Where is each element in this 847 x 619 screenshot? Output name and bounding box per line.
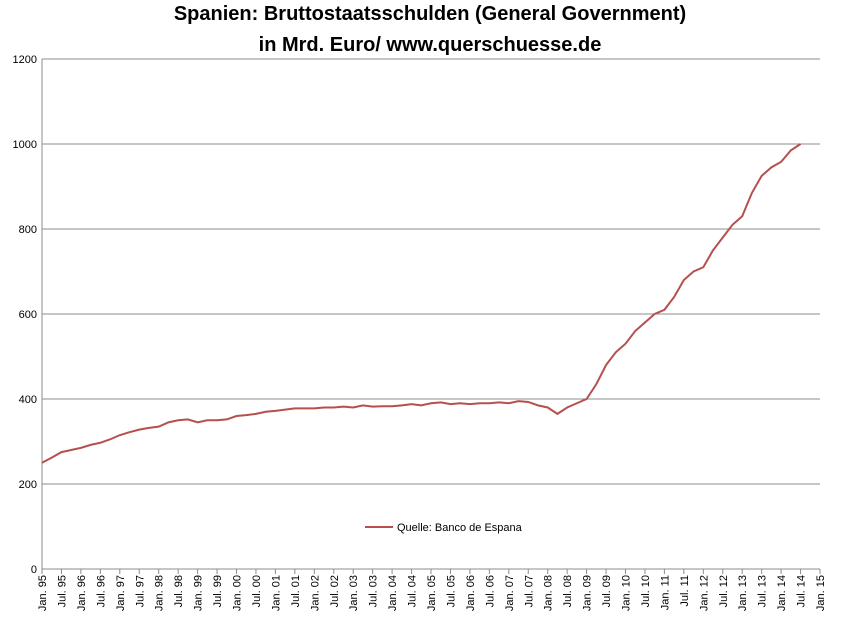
x-tick-label: Jul. 99 xyxy=(212,575,224,607)
x-tick-label: Jan. 12 xyxy=(698,575,710,611)
y-tick-label: 600 xyxy=(19,309,37,321)
x-tick-label: Jul. 06 xyxy=(484,575,496,607)
x-tick-label: Jan. 96 xyxy=(76,575,88,611)
y-tick-label: 200 xyxy=(19,479,37,491)
x-tick-label: Jul. 01 xyxy=(290,575,302,607)
x-tick-label: Jan. 01 xyxy=(270,575,282,611)
y-tick-label: 1200 xyxy=(13,54,37,66)
x-tick-label: Jul. 09 xyxy=(601,575,613,607)
x-tick-label: Jan. 99 xyxy=(193,575,205,611)
x-tick-label: Jan. 95 xyxy=(37,575,49,611)
legend-label: Quelle: Banco de Espana xyxy=(397,522,523,534)
x-tick-label: Jul. 08 xyxy=(562,575,574,607)
chart-title: Spanien: Bruttostaatsschulden (General G… xyxy=(174,3,686,25)
y-tick-label: 400 xyxy=(19,394,37,406)
x-tick-label: Jan. 03 xyxy=(348,575,360,611)
x-tick-label: Jul. 05 xyxy=(445,575,457,607)
x-tick-label: Jul. 12 xyxy=(718,575,730,607)
x-tick-label: Jan. 02 xyxy=(309,575,321,611)
y-tick-label: 800 xyxy=(19,224,37,236)
x-tick-label: Jan. 13 xyxy=(737,575,749,611)
x-tick-label: Jul. 04 xyxy=(407,575,419,607)
x-tick-label: Jul. 97 xyxy=(134,575,146,607)
y-tick-label: 1000 xyxy=(13,139,37,151)
x-tick-label: Jul. 11 xyxy=(679,575,691,607)
x-tick-label: Jan. 06 xyxy=(465,575,477,611)
x-tick-label: Jul. 02 xyxy=(329,575,341,607)
x-tick-label: Jul. 10 xyxy=(640,575,652,607)
data-line xyxy=(41,143,802,464)
x-tick-label: Jan. 98 xyxy=(154,575,166,611)
x-tick-label: Jul. 13 xyxy=(757,575,769,607)
x-tick-label: Jan. 11 xyxy=(659,575,671,610)
x-tick-label: Jul. 03 xyxy=(368,575,380,607)
x-tick-label: Jan. 07 xyxy=(504,575,516,611)
x-tick-label: Jan. 10 xyxy=(621,575,633,611)
x-tick-label: Jul. 98 xyxy=(173,575,185,607)
x-tick-label: Jan. 97 xyxy=(115,575,127,611)
x-tick-label: Jul. 95 xyxy=(56,575,68,607)
x-tick-label: Jan. 09 xyxy=(582,575,594,611)
x-tick-label: Jul. 14 xyxy=(796,575,808,607)
x-tick-label: Jan. 00 xyxy=(232,575,244,611)
chart-title: in Mrd. Euro/ www.querschuesse.de xyxy=(259,34,602,56)
x-tick-label: Jul. 07 xyxy=(523,575,535,607)
x-tick-label: Jan. 04 xyxy=(387,575,399,611)
x-tick-label: Jan. 14 xyxy=(776,575,788,611)
x-tick-label: Jan. 15 xyxy=(815,575,827,611)
x-tick-label: Jul. 00 xyxy=(251,575,263,607)
x-tick-label: Jan. 05 xyxy=(426,575,438,611)
y-tick-label: 0 xyxy=(31,564,37,576)
x-tick-label: Jan. 08 xyxy=(543,575,555,611)
x-tick-label: Jul. 96 xyxy=(95,575,107,607)
